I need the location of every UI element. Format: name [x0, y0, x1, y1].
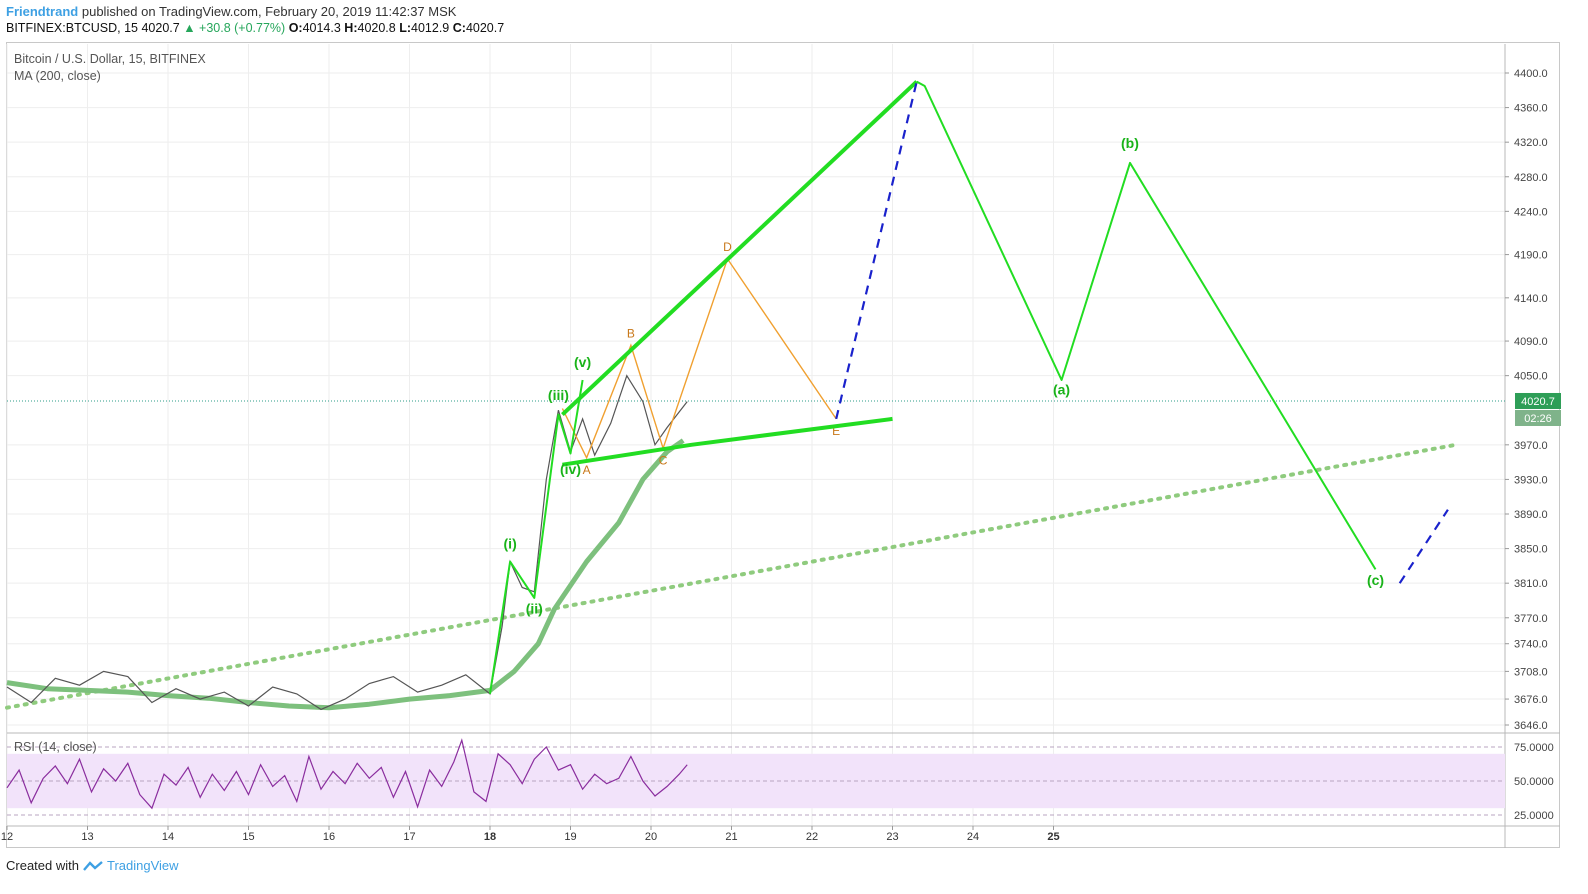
author-name[interactable]: Friendtrand — [6, 4, 79, 19]
publish-info: published on TradingView.com, February 2… — [81, 4, 457, 19]
y-tick-label: 3740.0 — [1514, 639, 1548, 651]
x-tick-label: 22 — [806, 831, 818, 843]
y-tick-label: 4050.0 — [1514, 371, 1548, 383]
ma200-line — [6, 438, 685, 711]
y-tick-label: 3890.0 — [1514, 509, 1548, 521]
x-tick-label: 25 — [1047, 831, 1059, 843]
x-tick-label: 12 — [1, 831, 13, 843]
last-price: 4020.7 — [141, 21, 180, 35]
projection-line-1 — [835, 81, 918, 420]
harmonic-label-d: D — [723, 240, 732, 254]
x-tick-label: 15 — [242, 831, 254, 843]
y-tick-label: 4190.0 — [1514, 250, 1548, 262]
rsi-tick-label: 25.0000 — [1514, 810, 1554, 822]
dotted-trendline — [5, 442, 1458, 710]
tradingview-logo-icon — [83, 860, 103, 871]
open-label: O: — [288, 21, 303, 35]
wave-label: (b) — [1121, 135, 1139, 151]
series-legend: Bitcoin / U.S. Dollar, 15, BITFINEX — [14, 52, 206, 66]
low-label: L: — [399, 21, 412, 35]
y-tick-label: 4240.0 — [1514, 206, 1548, 218]
y-tick-label: 3810.0 — [1514, 578, 1548, 590]
close-value: 4020.7 — [465, 21, 505, 35]
publish-header: Friendtrand published on TradingView.com… — [6, 4, 456, 19]
rsi-legend: RSI (14, close) — [14, 740, 97, 754]
high-label: H: — [344, 21, 358, 35]
y-tick-label: 3770.0 — [1514, 613, 1548, 625]
y-tick-label: 3850.0 — [1514, 544, 1548, 556]
y-tick-label: 3930.0 — [1514, 474, 1548, 486]
y-tick-label: 4400.0 — [1514, 68, 1548, 80]
wave-line-1 — [489, 379, 584, 695]
countdown-tag — [1515, 409, 1561, 426]
y-tick-label: 3646.0 — [1514, 720, 1548, 732]
high-value: 4020.8 — [357, 21, 396, 35]
current-price-tag — [1515, 392, 1561, 409]
current-price-label: 4020.7 — [1521, 396, 1555, 408]
rsi-tick-label: 75.0000 — [1514, 742, 1554, 754]
tradingview-brand[interactable]: TradingView — [106, 858, 179, 873]
harmonic-label-b: B — [627, 326, 635, 340]
wave-label: (iv) — [560, 461, 581, 477]
countdown-label: 02:26 — [1524, 413, 1552, 425]
y-tick-label: 4360.0 — [1514, 103, 1548, 115]
wave-label: (iii) — [548, 387, 569, 403]
open-value: 4014.3 — [302, 21, 341, 35]
symbol-label: BITFINEX:BTCUSD, 15 — [6, 21, 138, 35]
y-tick-label: 4140.0 — [1514, 293, 1548, 305]
x-tick-label: 21 — [725, 831, 737, 843]
projection-line-2 — [1398, 509, 1449, 584]
price-change: ▲ +30.8 (+0.77%) — [183, 21, 286, 35]
wave-label: (c) — [1367, 572, 1384, 588]
y-tick-label: 3676.0 — [1514, 694, 1548, 706]
y-tick-label: 3970.0 — [1514, 440, 1548, 452]
wave-line-4 — [916, 80, 1377, 570]
y-tick-label: 4280.0 — [1514, 172, 1548, 184]
wave-line-3 — [562, 416, 893, 467]
x-tick-label: 14 — [162, 831, 174, 843]
rsi-line — [6, 738, 688, 810]
rsi-tick-label: 50.0000 — [1514, 776, 1554, 788]
x-tick-label: 24 — [967, 831, 979, 843]
wave-label: (a) — [1053, 382, 1070, 398]
x-tick-label: 16 — [323, 831, 335, 843]
harmonic-label-a: A — [583, 463, 591, 477]
y-tick-label: 4090.0 — [1514, 336, 1548, 348]
x-tick-label: 20 — [645, 831, 657, 843]
x-tick-label: 17 — [403, 831, 415, 843]
y-tick-label: 4320.0 — [1514, 137, 1548, 149]
x-tick-label: 19 — [564, 831, 576, 843]
wave-label: (v) — [574, 354, 591, 370]
x-tick-label: 18 — [484, 831, 496, 843]
harmonic-label-e: E — [832, 424, 840, 438]
harmonic-pattern — [561, 257, 837, 460]
harmonic-label-c: C — [659, 453, 668, 467]
ohlc-header: BITFINEX:BTCUSD, 15 4020.7 ▲ +30.8 (+0.7… — [6, 21, 504, 35]
y-tick-label: 3708.0 — [1514, 666, 1548, 678]
wave-label: (ii) — [526, 600, 543, 616]
x-tick-label: 23 — [886, 831, 898, 843]
low-value: 4012.9 — [411, 21, 450, 35]
created-with-label: Created with — [6, 858, 79, 873]
footer: Created with TradingView — [6, 858, 179, 873]
x-tick-label: 13 — [81, 831, 93, 843]
wave-label: (i) — [504, 536, 517, 552]
ma-legend: MA (200, close) — [14, 69, 101, 83]
wave-line-2 — [561, 80, 919, 417]
price-line — [6, 374, 688, 711]
close-label: C: — [452, 21, 466, 35]
